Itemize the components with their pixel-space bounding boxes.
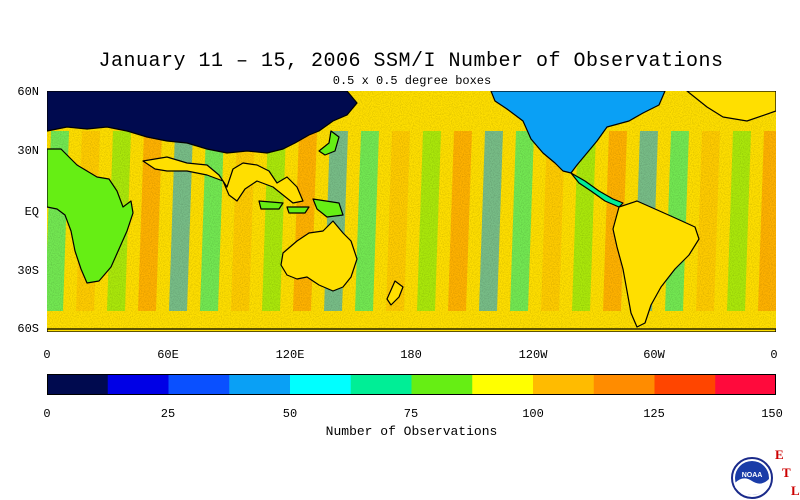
colorbar-swatch [593,374,655,395]
lon-label-60e: 60E [157,348,179,362]
observation-map [47,91,776,332]
lat-label-30n: 30N [17,144,39,158]
land-indonesia [258,198,344,218]
land-north-america [490,91,666,174]
colorbar-swatch [229,374,291,395]
lat-label-60n: 60N [17,85,39,99]
noaa-logo-icon: NOAA [731,457,773,499]
etl-letter-e: E [775,447,784,462]
etl-letter-t: T [782,465,791,480]
colorbar-swatch [715,374,776,395]
colorbar-tick-75: 75 [403,407,419,421]
colorbar-tick-100: 100 [522,407,544,421]
colorbar-swatch [350,374,412,395]
lon-label-120w: 120W [518,348,548,362]
land-africa [47,148,134,284]
map-subtitle: 0.5 x 0.5 degree boxes [332,74,492,88]
colorbar-tick-25: 25 [160,407,176,421]
colorbar-tick-50: 50 [282,407,298,421]
land-south-america [612,200,700,328]
colorbar-tick-150: 150 [761,407,783,421]
lon-label-0-left: 0 [43,348,51,362]
colorbar-swatch [472,374,534,395]
lat-label-60s: 60S [17,322,39,336]
colorbar-tick-0: 0 [43,407,51,421]
land-central-america [570,172,624,208]
colorbar-swatch [654,374,716,395]
colorbar-swatch [47,374,109,395]
land-eurasia [47,91,358,154]
lon-label-0-right: 0 [770,348,778,362]
colorbar-title: Number of Observations [325,424,498,439]
land-south-asia [142,156,304,204]
lat-label-30s: 30S [17,264,39,278]
colorbar-swatch [168,374,230,395]
land-japan [318,130,340,156]
land-australia [280,220,358,292]
colorbar-swatch [533,374,595,395]
colorbar-swatch [290,374,352,395]
lon-label-120e: 120E [275,348,305,362]
colorbar-swatch [411,374,473,395]
land-masses [47,91,776,332]
land-new-zealand [386,280,404,306]
map-title: January 11 – 15, 2006 SSM/I Number of Ob… [98,50,724,73]
land-greenland [686,91,776,122]
map-panel [47,91,776,332]
land-antarctic [47,328,776,332]
colorbar-tick-125: 125 [643,407,665,421]
colorbar-border [47,374,776,395]
colorbar-swatch [107,374,169,395]
colorbar [47,374,776,395]
lon-label-180: 180 [400,348,422,362]
lat-label-eq: EQ [24,205,39,219]
etl-letter-l: L [791,483,800,498]
lon-label-60w: 60W [643,348,665,362]
svg-text:NOAA: NOAA [742,472,763,479]
